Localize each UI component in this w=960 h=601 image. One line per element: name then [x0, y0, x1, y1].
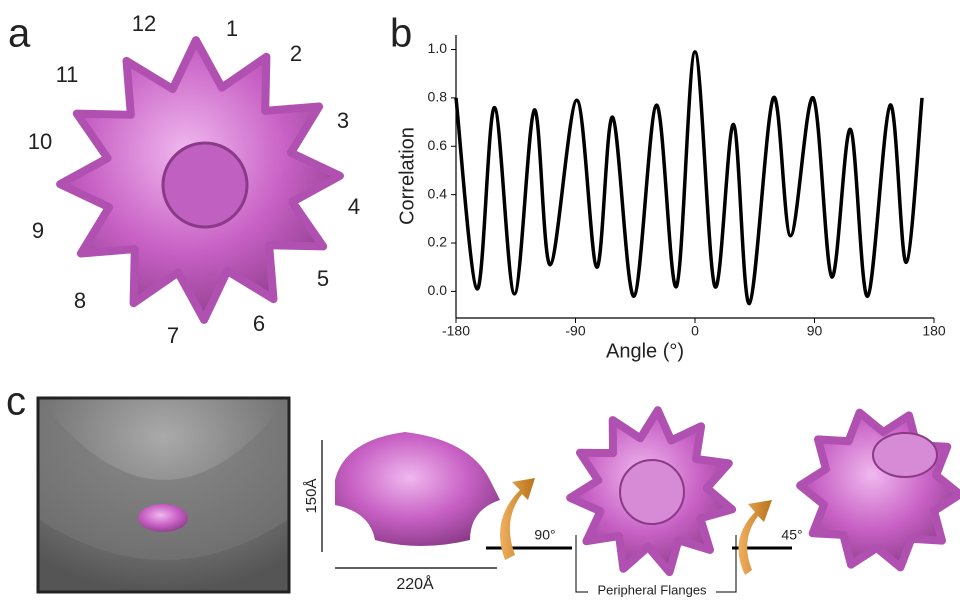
central-pore	[163, 143, 247, 227]
clock-number: 5	[317, 266, 329, 291]
y-tick-label: 1.0	[428, 40, 448, 56]
y-axis-label: Correlation	[396, 127, 418, 225]
x-tick-label: 90	[807, 323, 823, 339]
clock-number: 9	[32, 218, 44, 243]
rotate-arrow	[738, 500, 772, 575]
dimension-label: 150Å	[303, 478, 320, 513]
clock-number: 1	[226, 16, 238, 41]
rotation-label: 45°	[781, 527, 802, 543]
clock-number: 6	[253, 311, 265, 336]
dimension-label: 220Å	[396, 574, 434, 593]
x-tick-label: 0	[691, 323, 699, 339]
clock-number: 8	[74, 288, 86, 313]
annotation: Peripheral Flanges	[597, 582, 707, 597]
clock-number: 12	[132, 11, 156, 36]
complex-tilted-view	[800, 413, 960, 568]
panel-label: a	[8, 12, 31, 56]
clock-number: 4	[348, 194, 360, 219]
central-pore	[620, 460, 684, 524]
x-tick-label: 180	[922, 323, 946, 339]
y-tick-label: 0.8	[428, 89, 448, 105]
clock-number: 2	[290, 41, 302, 66]
panel-label: b	[390, 12, 412, 56]
tomogram-complex	[138, 504, 188, 532]
y-tick-label: 0.0	[428, 282, 448, 298]
side-view	[335, 432, 500, 546]
clock-number: 7	[167, 323, 179, 348]
x-axis-label: Angle (°)	[606, 340, 684, 362]
clock-number: 11	[56, 62, 79, 87]
clock-number: 10	[28, 129, 52, 154]
x-tick-label: -180	[442, 323, 470, 339]
panel-label: c	[6, 380, 26, 424]
clock-number: 3	[337, 108, 349, 133]
central-pore	[873, 433, 937, 477]
x-tick-label: -90	[565, 323, 585, 339]
data-line	[456, 52, 922, 304]
y-tick-label: 0.4	[428, 185, 448, 201]
figure: a b c Angle (°) Correlation 150Å 220Å 90…	[0, 0, 960, 601]
y-tick-label: 0.2	[428, 234, 448, 250]
y-tick-label: 0.6	[428, 137, 448, 153]
rotation-label: 90°	[534, 527, 555, 543]
